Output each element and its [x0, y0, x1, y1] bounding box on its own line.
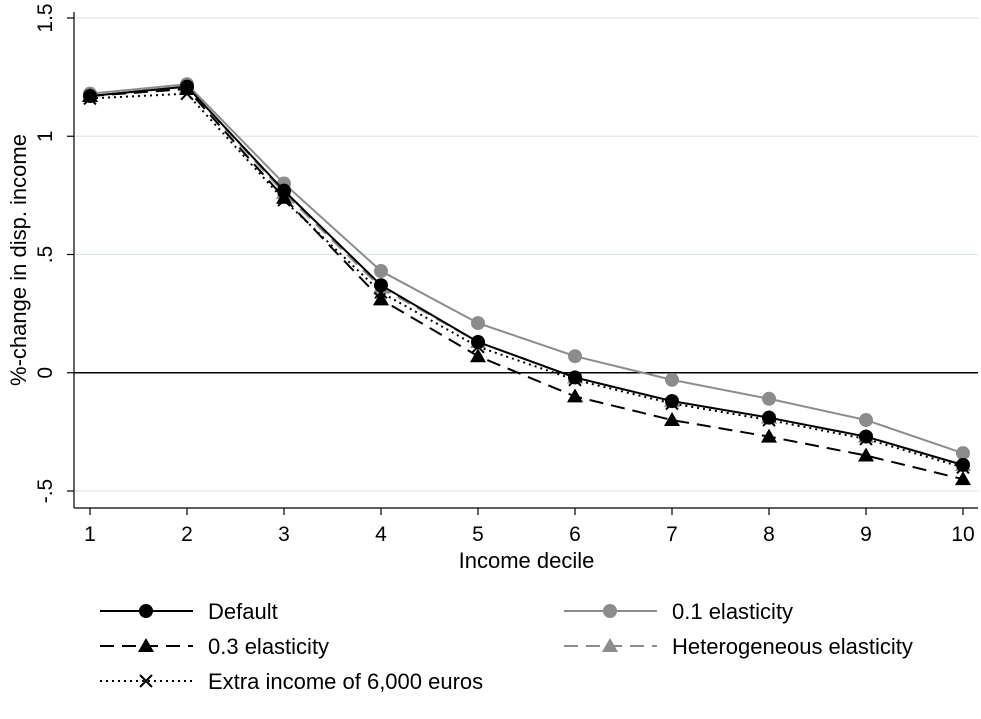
data-point-0-1-elasticity: [568, 349, 582, 364]
data-point-extra-income-of-6-000-euros: [374, 285, 388, 300]
legend-marker-0-3-elasticity: [138, 638, 154, 652]
data-point-default: [859, 429, 873, 444]
data-point-0-1-elasticity: [762, 391, 776, 406]
data-point-extra-income-of-6-000-euros: [859, 432, 873, 446]
data-point-default: [665, 394, 679, 409]
y-tick-label: 0: [34, 367, 57, 379]
data-point-0-3-elasticity: [664, 412, 680, 427]
data-point-0-3-elasticity: [955, 471, 971, 486]
data-point-0-3-elasticity: [761, 428, 777, 443]
y-tick-label: 1: [34, 130, 57, 142]
legend-marker-extra-income-of-6-000-euros: [139, 674, 153, 688]
series-line-default: [89, 85, 964, 466]
legend-item-heterogeneous-elasticity: Heterogeneous elasticity: [564, 634, 913, 659]
x-tick-label: 6: [569, 523, 581, 546]
data-point-0-3-elasticity: [276, 189, 292, 204]
legend-marker-heterogeneous-elasticity: [602, 638, 618, 652]
data-point-default: [762, 410, 776, 425]
x-axis-title: Income decile: [459, 548, 595, 573]
series-line-0-3-elasticity: [89, 87, 964, 481]
data-point-extra-income-of-6-000-euros: [180, 86, 194, 101]
data-point-default: [374, 278, 388, 293]
data-point-0-1-elasticity: [956, 446, 970, 461]
data-point-0-3-elasticity: [82, 88, 98, 103]
y-tick-label: -.5: [34, 479, 57, 504]
data-point-extra-income-of-6-000-euros: [762, 413, 776, 427]
data-point-default: [471, 335, 485, 350]
x-tick-label: 1: [84, 523, 96, 546]
legend-marker-0-1-elasticity: [603, 604, 617, 618]
data-point-0-3-elasticity: [470, 348, 486, 363]
legend-item-extra-income-of-6-000-euros: Extra income of 6,000 euros: [100, 669, 483, 694]
x-tick-label: 3: [278, 523, 290, 546]
y-tick-label: .5: [34, 246, 57, 264]
series-line-0-1-elasticity: [89, 83, 964, 455]
legend-label-heterogeneous-elasticity: Heterogeneous elasticity: [672, 634, 913, 659]
data-point-0-1-elasticity: [374, 264, 388, 279]
legend-label-0-3-elasticity: 0.3 elasticity: [208, 634, 329, 659]
data-point-extra-income-of-6-000-euros: [956, 460, 970, 475]
data-point-0-3-elasticity: [373, 291, 389, 306]
x-tick-label: 5: [472, 523, 484, 546]
data-point-extra-income-of-6-000-euros: [568, 373, 582, 387]
x-tick-label: 8: [763, 523, 775, 546]
legend-label-extra-income-of-6-000-euros: Extra income of 6,000 euros: [208, 669, 483, 694]
series-0-3-elasticity: [82, 80, 971, 486]
data-point-0-3-elasticity: [567, 388, 583, 403]
x-tick-label: 4: [375, 523, 387, 546]
data-point-0-1-elasticity: [471, 316, 485, 331]
series-extra-income-of-6-000-euros: [83, 86, 970, 475]
legend: Default 0.1 elasticity 0.3 elasticity Heter…: [100, 599, 913, 694]
data-point-extra-income-of-6-000-euros: [665, 396, 679, 411]
legend-item-0-3-elasticity: 0.3 elasticity: [100, 634, 329, 659]
data-point-extra-income-of-6-000-euros: [277, 193, 291, 207]
data-point-extra-income-of-6-000-euros: [471, 340, 485, 354]
y-axis-title: %-change in disp. income: [6, 134, 31, 386]
x-tick-label: 7: [666, 523, 678, 546]
series-line-extra-income-of-6-000-euros: [89, 92, 964, 469]
legend-item-0-1-elasticity: 0.1 elasticity: [564, 599, 793, 624]
axes: [73, 12, 978, 509]
ticks: 1 2 3 4 5 6 7 8 9 10 -.5 0 .5 1 1.5: [34, 3, 975, 546]
data-point-0-3-elasticity: [858, 447, 874, 462]
series: [82, 77, 971, 486]
legend-label-default: Default: [208, 599, 278, 624]
legend-marker-default: [139, 604, 153, 618]
y-tick-label: 1.5: [34, 3, 57, 32]
data-point-0-1-elasticity: [859, 413, 873, 428]
data-point-extra-income-of-6-000-euros: [83, 91, 97, 106]
data-point-default: [956, 457, 970, 472]
x-tick-label: 10: [951, 523, 974, 546]
data-point-default: [568, 370, 582, 385]
x-tick-label: 2: [181, 523, 193, 546]
x-tick-label: 9: [860, 523, 872, 546]
legend-label-0-1-elasticity: 0.1 elasticity: [672, 599, 793, 624]
legend-item-default: Default: [100, 599, 278, 624]
data-point-0-1-elasticity: [665, 372, 679, 387]
data-point-0-3-elasticity: [179, 80, 195, 95]
